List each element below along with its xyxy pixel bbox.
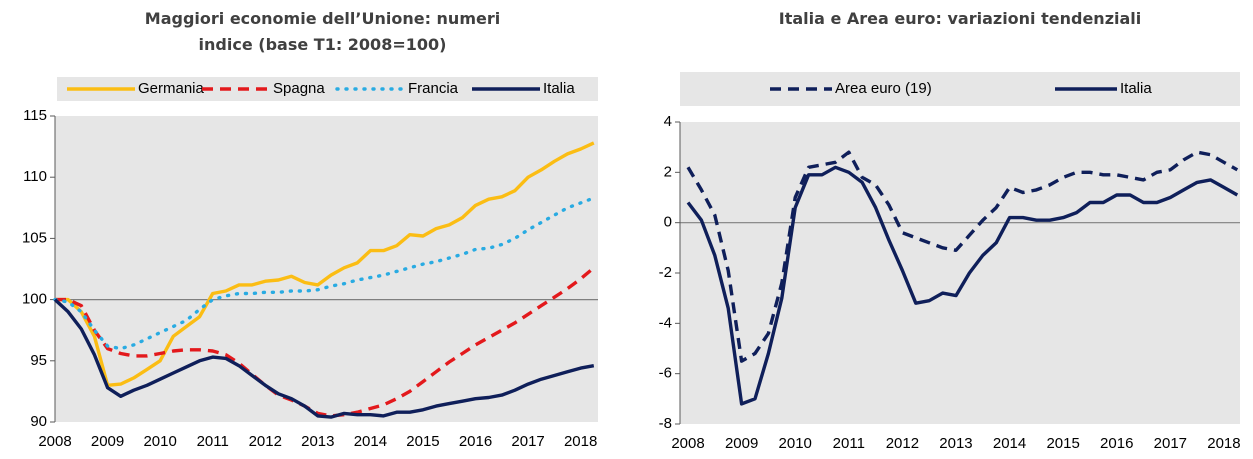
y-tick-label: -2: [659, 264, 672, 281]
x-tick-label: 2015: [406, 433, 439, 450]
x-tick-label: 2013: [301, 433, 334, 450]
x-tick-label: 2009: [91, 433, 124, 450]
x-tick-label: 2008: [38, 433, 71, 450]
x-tick-label: 2016: [1100, 435, 1133, 452]
series-line: [53, 298, 595, 419]
x-tick-label: 2011: [833, 435, 865, 452]
x-tick-label: 2013: [939, 435, 972, 452]
x-tick-label: 2008: [671, 435, 704, 452]
x-tick-label: 2015: [1046, 435, 1079, 452]
x-tick-label: 2010: [779, 435, 812, 452]
series-line: [53, 196, 596, 351]
x-tick-label: 2018: [1207, 435, 1240, 452]
y-tick-label: -4: [659, 314, 672, 331]
x-tick-label: 2014: [993, 435, 1026, 452]
y-tick-label: -8: [659, 415, 672, 432]
y-tick-label: 2: [664, 163, 672, 180]
plot-area: [680, 122, 1240, 424]
y-tick-label: 95: [30, 352, 47, 369]
x-tick-label: 2014: [354, 433, 387, 450]
y-tick-label: 115: [23, 107, 47, 124]
legend-box: [680, 72, 1240, 106]
y-tick-label: 110: [23, 168, 47, 185]
x-tick-label: 2016: [459, 433, 492, 450]
chart-title: Italia e Area euro: variazioni tendenzia…: [778, 9, 1142, 28]
x-tick-label: 2011: [197, 433, 229, 450]
x-tick-label: 2018: [564, 433, 597, 450]
x-tick-label: 2009: [725, 435, 758, 452]
series-line: [55, 266, 595, 418]
legend-label: Spagna: [273, 80, 325, 97]
y-tick-label: -6: [659, 365, 672, 382]
y-tick-label: 105: [22, 229, 47, 246]
chart-title: Maggiori economie dell’Unione: numeri in…: [144, 9, 501, 54]
y-tick-label: 0: [664, 214, 672, 231]
x-tick-label: 2010: [143, 433, 176, 450]
x-tick-label: 2017: [1154, 435, 1187, 452]
x-tick-label: 2017: [511, 433, 544, 450]
y-tick-label: 4: [664, 113, 672, 130]
legend-label: Francia: [408, 80, 459, 97]
legend-label: Italia: [543, 80, 575, 97]
legend-label: Germania: [138, 80, 205, 97]
y-tick-label: 90: [30, 413, 47, 430]
legend-label: Italia: [1120, 80, 1152, 97]
x-tick-label: 2012: [886, 435, 919, 452]
series-line: [686, 165, 1239, 406]
x-tick-label: 2012: [249, 433, 282, 450]
series-line: [55, 141, 595, 387]
y-tick-label: 100: [22, 291, 47, 308]
legend-label: Area euro (19): [835, 80, 932, 97]
